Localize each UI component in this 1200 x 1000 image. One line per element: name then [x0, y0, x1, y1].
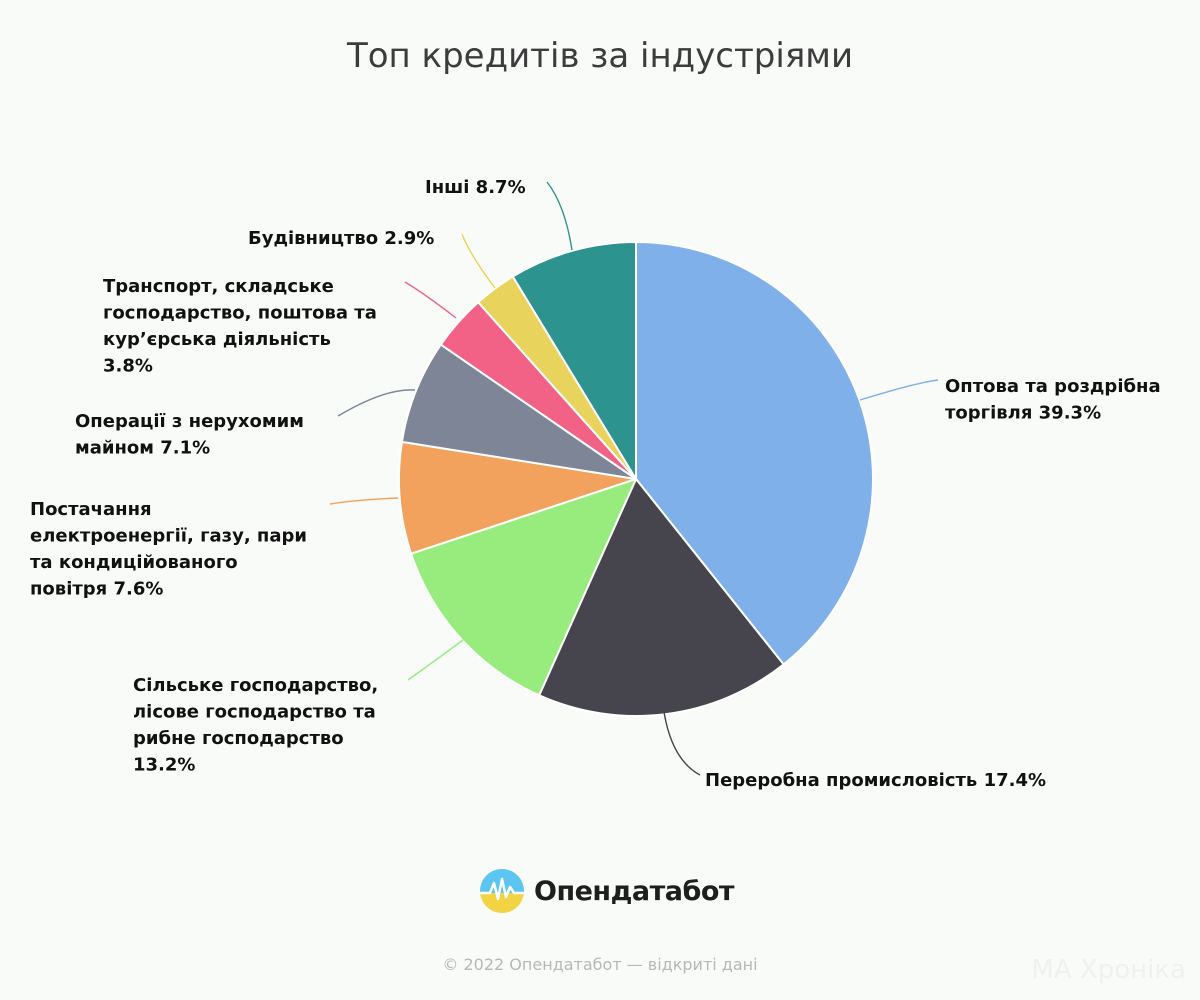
chart-title: Топ кредитів за індустріями — [346, 36, 854, 76]
slice-label-7: Інші 8.7% — [425, 177, 526, 198]
pie-slice-4[interactable] — [400, 343, 637, 480]
leader-line-0 — [859, 379, 939, 401]
slice-label-2: Сільське господарство, лісове господарств… — [133, 675, 378, 776]
slice-label-5: Транспорт, складське господарство, поштов… — [103, 276, 377, 377]
slice-label-6: Будівництво 2.9% — [248, 228, 434, 249]
pie-slice-1[interactable] — [538, 478, 785, 717]
leader-line-2 — [407, 639, 464, 681]
brand-logo: Опендатабот — [478, 866, 735, 916]
leader-line-5 — [404, 281, 457, 319]
slice-labels: Оптова та роздрібна торгівля 39.3% Перероб… — [30, 177, 1161, 791]
leader-lines — [329, 181, 939, 776]
slice-label-3: Постачання електроенергії, газу, пари та к… — [30, 499, 307, 600]
pie-slice-0[interactable] — [635, 241, 874, 666]
leader-line-4 — [337, 389, 416, 417]
slice-label-4: Операції з нерухомим майном 7.1% — [75, 411, 304, 459]
pie-slice-7[interactable] — [511, 241, 637, 480]
pie-slices — [398, 241, 874, 717]
pie-slice-2[interactable] — [410, 478, 637, 697]
slice-label-0: Оптова та роздрібна торгівля 39.3% — [945, 376, 1161, 424]
leader-line-7 — [546, 181, 573, 251]
leader-line-1 — [663, 711, 701, 776]
leader-line-6 — [461, 233, 496, 289]
watermark: MA Хроніка — [1031, 955, 1186, 985]
slice-label-1: Переробна промисловість 17.4% — [705, 770, 1046, 791]
brand-name: Опендатабот — [534, 875, 735, 907]
opendatabot-logo-icon — [480, 869, 524, 913]
footer-copyright: © 2022 Опендатабот — відкриті дані — [442, 955, 758, 974]
leader-line-3 — [329, 497, 399, 505]
